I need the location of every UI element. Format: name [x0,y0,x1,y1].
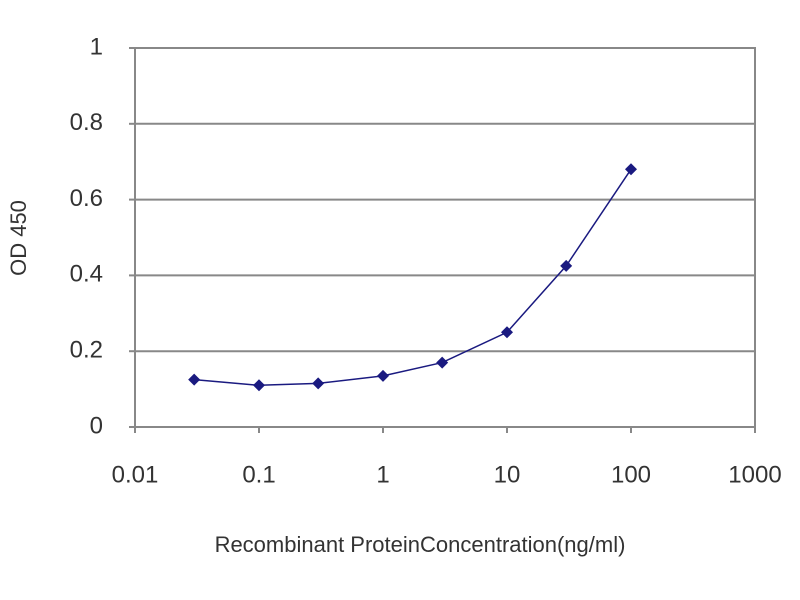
x-tick-label: 0.1 [242,461,275,488]
x-axis-label: Recombinant ProteinConcentration(ng/ml) [215,532,626,557]
data-point [436,356,449,369]
data-point [377,369,389,382]
data-point [253,379,265,392]
y-tick-label: 0.2 [70,337,103,364]
y-tick-label: 0.8 [70,109,103,136]
y-axis-label: OD 450 [6,200,31,276]
y-tick-label: 1 [90,33,103,60]
x-tick-label: 10 [494,461,521,488]
data-point [312,377,325,390]
x-tick-label: 1000 [728,461,781,488]
y-tick-label: 0 [90,412,103,439]
plot-frame [134,47,756,428]
x-tick-label: 0.01 [112,461,159,488]
data-point [501,326,513,339]
data-point [625,163,637,176]
x-tick-label: 1 [376,461,389,488]
x-tick-label: 100 [611,461,651,488]
y-tick-label: 0.4 [70,261,103,288]
y-tick-label: 0.6 [70,185,103,212]
data-point [188,373,201,386]
data-line [194,168,632,387]
data-point [560,259,573,272]
